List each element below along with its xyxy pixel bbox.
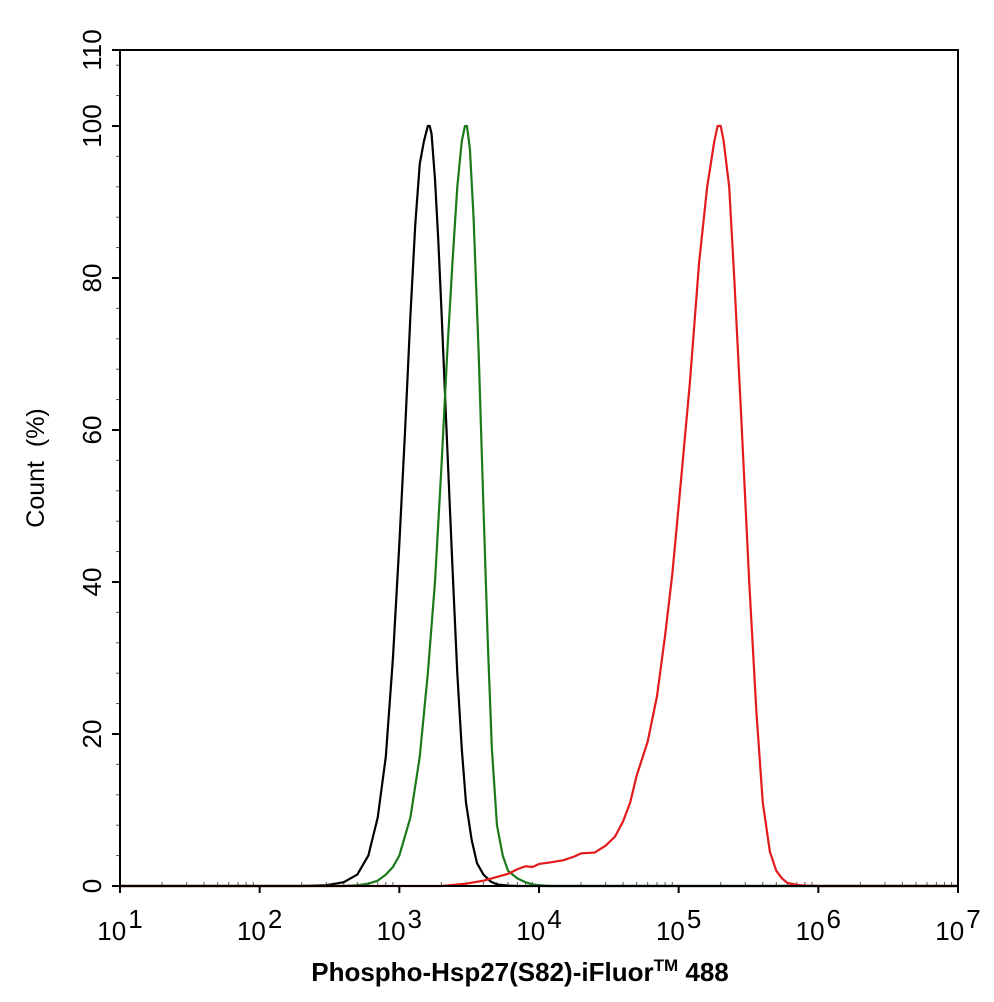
x-tick-exponent: 2 — [268, 904, 282, 934]
x-tick-label: 103 — [377, 904, 422, 946]
x-axis-title-main: Phospho-Hsp27(S82)-iFluor — [311, 957, 653, 987]
y-tick-label: 100 — [77, 104, 107, 147]
y-tick-label: 60 — [77, 416, 107, 445]
x-tick-base: 10 — [935, 916, 964, 946]
x-tick-label: 105 — [656, 904, 701, 946]
series-line-2 — [120, 124, 958, 888]
x-tick-exponent: 4 — [547, 904, 561, 934]
y-tick-label: 80 — [77, 264, 107, 293]
x-tick-base: 10 — [97, 916, 126, 946]
series-line-3 — [120, 124, 958, 888]
major-ticks — [112, 49, 959, 893]
x-tick-exponent: 5 — [687, 904, 701, 934]
x-tick-label: 102 — [237, 904, 282, 946]
x-tick-exponent: 1 — [128, 904, 142, 934]
y-tick-labels: 0 20 40 60 80 100 110 — [77, 29, 107, 893]
y-tick-label: 0 — [77, 879, 107, 893]
x-tick-base: 10 — [656, 916, 685, 946]
y-axis-title: Count (%) — [22, 408, 50, 527]
x-tick-label: 101 — [97, 904, 142, 946]
x-tick-labels: 101 102 103 104 105 106 107 — [97, 904, 980, 946]
x-tick-base: 10 — [516, 916, 545, 946]
x-axis-title-suffix: 488 — [678, 957, 729, 987]
y-tick-label: 40 — [77, 568, 107, 597]
x-tick-label: 107 — [935, 904, 980, 946]
y-tick-label: 110 — [77, 29, 107, 70]
y-tick-label: 20 — [77, 720, 107, 749]
x-tick-base: 10 — [237, 916, 266, 946]
x-tick-base: 10 — [796, 916, 825, 946]
x-tick-label: 106 — [796, 904, 841, 946]
series-line-1 — [120, 124, 958, 888]
x-axis-title-superscript: TM — [654, 956, 679, 975]
x-tick-base: 10 — [377, 916, 406, 946]
x-tick-label: 104 — [516, 904, 561, 946]
series-layer — [120, 124, 958, 888]
x-tick-exponent: 7 — [966, 904, 980, 934]
x-axis-title: Phospho-Hsp27(S82)-iFluorTM 488 — [311, 956, 729, 987]
x-tick-exponent: 3 — [408, 904, 422, 934]
x-tick-exponent: 6 — [827, 904, 841, 934]
